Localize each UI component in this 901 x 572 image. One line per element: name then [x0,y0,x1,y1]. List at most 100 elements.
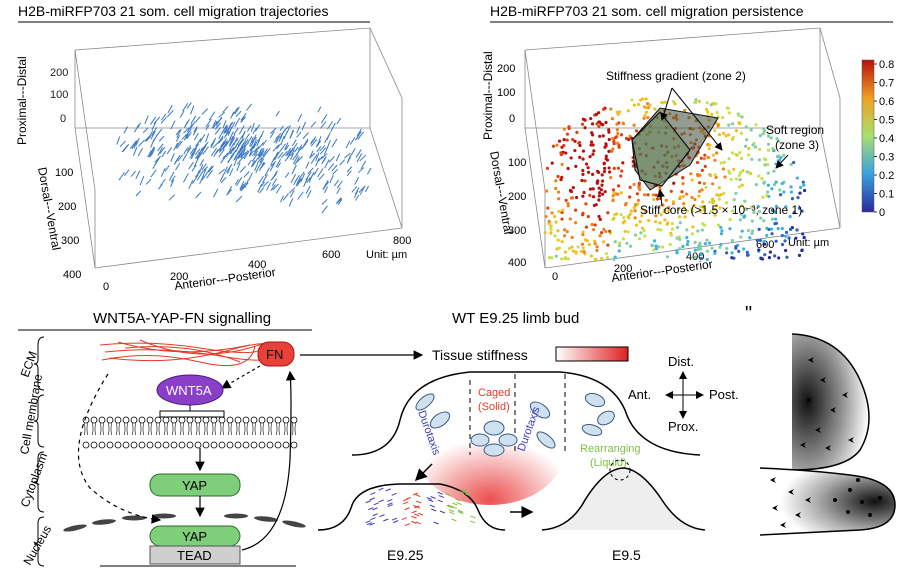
trajectory-arrow [183,133,189,141]
trajectory-arrow [231,150,237,157]
persistence-dot [543,230,547,235]
persistence-dot [751,143,755,147]
persistence-dot [715,203,719,208]
persistence-dot [544,214,548,219]
cells-caged [415,392,615,457]
persistence-dot [785,255,789,259]
trajectory-arrow [289,189,295,198]
persistence-dot [654,193,658,197]
persistence-dot [587,242,591,247]
trajectory-arrow [262,180,270,187]
persistence-dot [554,254,558,258]
tr-x-tick-200: 200 [614,263,632,275]
persistence-dot [799,185,803,189]
persistence-dot [743,207,748,211]
persistence-dot [719,225,723,229]
colorbar-tick-label: 0.4 [879,133,894,145]
persistence-dot [757,147,762,152]
trajectory-arrow [149,116,157,126]
bud-arrow [448,509,455,513]
trajectory-arrow [271,170,278,180]
persistence-dot [676,225,680,230]
trajectory-arrow [192,174,199,184]
persistence-dot [690,232,695,236]
trajectory-arrow [319,147,327,155]
trajectory-arrow [317,106,322,113]
trajectory-arrow [233,153,238,161]
persistence-dot [734,191,738,196]
persistence-dot [690,178,694,182]
trajectory-arrow [174,154,181,164]
persistence-dot [590,131,594,135]
bud-arrow [451,518,457,522]
trajectory-arrow [336,180,343,189]
trajectory-arrow [223,166,228,175]
persistence-title: H2B-miRFP703 21 som. cell migration pers… [490,3,804,19]
persistence-dot [749,128,753,132]
persistence-dot [699,156,703,160]
tr-z-tick-0: 0 [509,113,515,125]
persistence-dot [595,181,599,185]
persistence-dot [600,183,604,187]
lipid-head [186,441,194,449]
trajectory-arrow [290,173,297,184]
persistence-dot [780,234,784,238]
persistence-dot [698,181,702,185]
zoom-dot [868,513,872,517]
trajectory-arrow [322,179,329,190]
trajectory-arrow [346,155,352,164]
persistence-dot [583,179,587,183]
persistence-dot [703,223,707,227]
persistence-dot [683,215,687,219]
persistence-dot [705,101,709,105]
trajectory-arrow [218,131,224,139]
persistence-dot [770,232,774,236]
persistence-dot [640,226,645,230]
persistence-dot [566,257,570,261]
persistence-dot [611,198,615,203]
trajectory-arrow [190,115,197,124]
trajectory-arrow [206,169,213,179]
colorbar-tick-label: 0.6 [879,96,894,108]
trajectory-arrow [224,127,229,134]
trajectory-arrow [158,183,163,190]
bud-arrow [437,491,443,495]
trajectory-arrow [259,154,265,164]
trajectory-arrow [281,150,288,158]
trajectory-arrow [258,147,265,158]
tl-x-tick-600: 600 [322,249,340,261]
persistence-dot [647,218,651,223]
bud-arrow [378,487,384,491]
label-nucleus: Nucleus [20,523,54,568]
tissue-stiffness-label: Tissue stiffness [432,347,528,363]
trajectory-arrow [147,150,152,158]
trajectory-arrow [139,176,145,186]
bud-arrow [370,517,376,521]
persistence-dot [703,242,707,246]
trajectory-arrow [272,144,280,152]
persistence-dot [623,219,627,223]
persistence-dot [707,241,712,245]
trajectory-arrow [317,155,324,162]
trajectory-arrow [366,167,372,175]
zoom-arrowhead [842,392,848,398]
trajectory-arrow [229,136,234,146]
persistence-dot [591,187,595,191]
trajectory-arrow [218,147,224,153]
persistence-dot [739,156,744,161]
trajectory-arrow [235,153,242,160]
persistence-dot [637,182,641,186]
persistence-dot [582,190,586,195]
persistence-dot [585,162,589,166]
trajectory-arrow [215,116,223,127]
persistence-dot [782,190,786,194]
persistence-dot [545,189,549,193]
persistence-dot [798,191,802,195]
trajectory-arrow [234,179,240,185]
trajectory-arrow [282,126,289,133]
persistence-dot [715,151,719,155]
persistence-dot [693,255,697,259]
trajectory-arrow [355,149,362,158]
persistence-dot [772,182,777,187]
trajectory-arrow [251,134,257,143]
